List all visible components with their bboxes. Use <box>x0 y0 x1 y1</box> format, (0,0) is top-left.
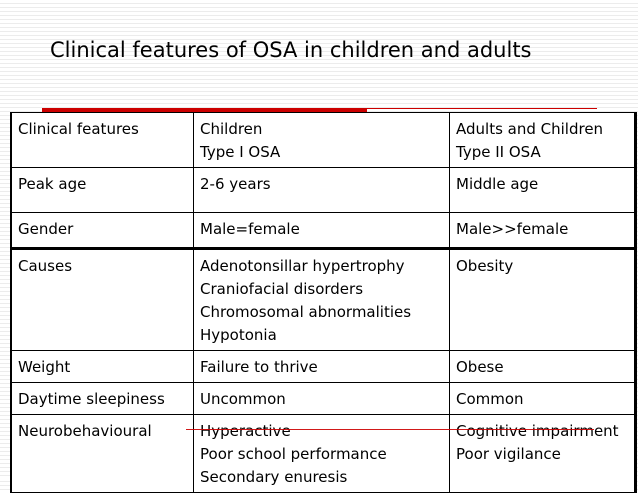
row-children: Hyperactive Poor school performance Seco… <box>193 414 450 493</box>
table-row-causes: Causes Adenotonsillar hypertrophy Cranio… <box>10 247 636 351</box>
row-adults: Obesity <box>449 247 636 351</box>
row-adults: Middle age <box>449 167 636 213</box>
table-row-weight: Weight Failure to thrive Obese <box>10 350 636 383</box>
decorative-red-line <box>186 429 594 430</box>
cell-text: Uncommon <box>200 390 286 408</box>
header-text: Children <box>200 120 263 138</box>
table-row-neurobehavioural: Neurobehavioural Hyperactive Poor school… <box>10 414 636 493</box>
row-adults: Common <box>449 382 636 415</box>
header-adults: Adults and Children Type II OSA <box>449 112 636 168</box>
title-accent-line <box>367 108 597 109</box>
table-header-row: Clinical features Children Type I OSA Ad… <box>10 112 636 168</box>
cell-text: Cognitive impairment <box>456 422 619 440</box>
table-row-daytime-sleepiness: Daytime sleepiness Uncommon Common <box>10 382 636 415</box>
cell-text: Hyperactive <box>200 422 291 440</box>
cell-text: Weight <box>18 358 71 376</box>
row-adults: Male>>female <box>449 212 636 249</box>
cell-text: Craniofacial disorders <box>200 280 364 298</box>
slide-title: Clinical features of OSA in children and… <box>50 38 532 62</box>
cell-text: Adenotonsillar hypertrophy <box>200 257 405 275</box>
table-row-peak-age: Peak age 2-6 years Middle age <box>10 167 636 213</box>
cell-text: Causes <box>18 257 73 275</box>
cell-text: Gender <box>18 220 74 238</box>
cell-text: Daytime sleepiness <box>18 390 165 408</box>
row-children: Failure to thrive <box>193 350 450 383</box>
cell-text: Obesity <box>456 257 514 275</box>
cell-text: Common <box>456 390 524 408</box>
row-feature: Gender <box>10 212 194 249</box>
row-adults: Cognitive impairment Poor vigilance <box>449 414 636 493</box>
header-children: Children Type I OSA <box>193 112 450 168</box>
header-text: Clinical features <box>18 120 139 138</box>
row-children: Uncommon <box>193 382 450 415</box>
cell-text: Failure to thrive <box>200 358 318 376</box>
clinical-features-table: Clinical features Children Type I OSA Ad… <box>10 112 637 493</box>
row-children: Male=female <box>193 212 450 249</box>
cell-text: Neurobehavioural <box>18 422 152 440</box>
header-clinical-features: Clinical features <box>10 112 194 168</box>
header-text: Adults and Children <box>456 120 604 138</box>
header-text: Type II OSA <box>456 143 541 161</box>
cell-text: Poor school performance <box>200 445 387 463</box>
row-feature: Weight <box>10 350 194 383</box>
row-children: Adenotonsillar hypertrophy Craniofacial … <box>193 247 450 351</box>
cell-text: Middle age <box>456 175 539 193</box>
cell-text: Poor vigilance <box>456 445 561 463</box>
cell-text: Chromosomal abnormalities <box>200 303 412 321</box>
row-feature: Causes <box>10 247 194 351</box>
cell-text: Obese <box>456 358 504 376</box>
row-feature: Neurobehavioural <box>10 414 194 493</box>
title-accent-bar <box>42 108 367 115</box>
cell-text: Male=female <box>200 220 300 238</box>
cell-text: Hypotonia <box>200 326 277 344</box>
header-text: Type I OSA <box>200 143 281 161</box>
row-feature: Daytime sleepiness <box>10 382 194 415</box>
cell-text: 2-6 years <box>200 175 271 193</box>
cell-text: Peak age <box>18 175 87 193</box>
row-feature: Peak age <box>10 167 194 213</box>
row-adults: Obese <box>449 350 636 383</box>
table-row-gender: Gender Male=female Male>>female <box>10 212 636 249</box>
cell-text: Male>>female <box>456 220 569 238</box>
row-children: 2-6 years <box>193 167 450 213</box>
